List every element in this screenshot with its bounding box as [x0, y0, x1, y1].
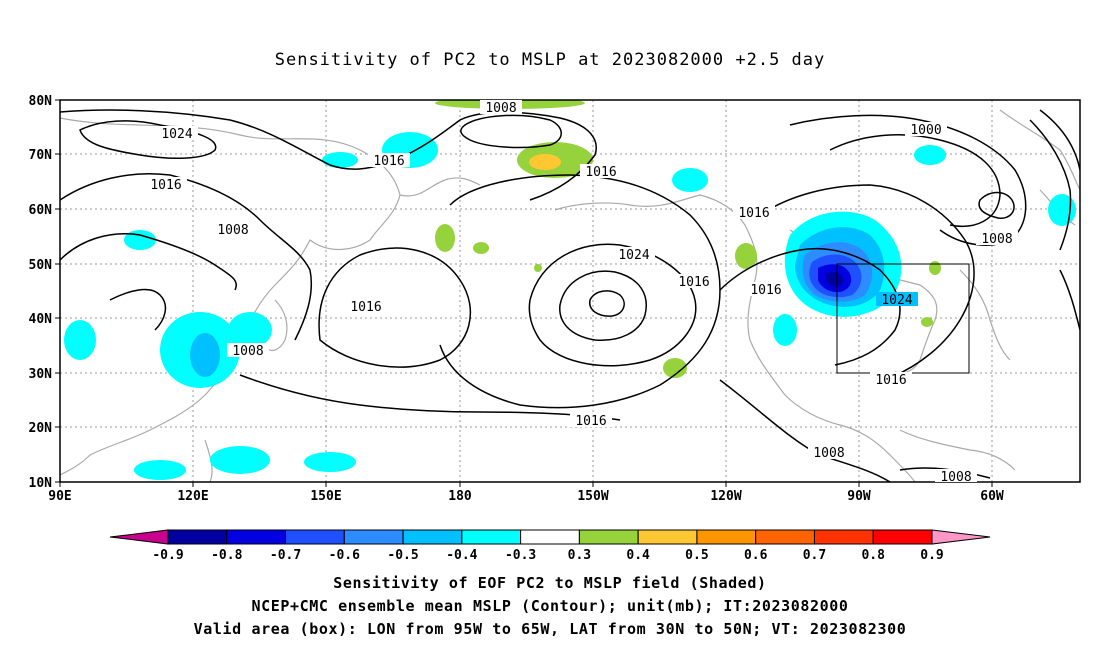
contour-label: 1016	[150, 178, 181, 193]
contour-label: 1000	[910, 123, 941, 138]
contour-label: 1016	[575, 414, 606, 429]
contour-label: 1024	[618, 248, 649, 263]
contour-label: 1008	[813, 446, 844, 461]
lon-label: 150W	[577, 489, 608, 504]
colorbar-label: -0.8	[211, 548, 242, 563]
contour-label: 1008	[485, 101, 516, 116]
lon-label: 120W	[710, 489, 741, 504]
colorbar-label: -0.4	[446, 548, 477, 563]
colorbar-segment	[813, 529, 874, 545]
shaded-sensitivity	[64, 100, 1076, 480]
contour-label: 1008	[232, 344, 263, 359]
colorbar-segment	[637, 529, 698, 545]
lat-label: 60N	[29, 203, 53, 218]
colorbar-label: 0.6	[744, 548, 768, 563]
colorbar-segment	[872, 529, 933, 545]
contour-label: 1016	[373, 154, 404, 169]
lon-label: 90W	[847, 489, 871, 504]
colorbar-label: 0.8	[861, 548, 885, 563]
contour-label: 1016	[350, 300, 381, 315]
map-title: Sensitivity of PC2 to MSLP at 2023082000…	[274, 50, 826, 70]
lon-axis: 90E 120E 150E 180 150W 120W 90W 60W	[48, 489, 1004, 504]
colorbar-label: 0.7	[803, 548, 826, 563]
colorbar-label: -0.9	[152, 548, 183, 563]
contour-label: 1016	[678, 275, 709, 290]
colorbar-label: -0.6	[329, 548, 360, 563]
colorbar-over-arrow	[931, 529, 991, 545]
colorbar-segment	[402, 529, 463, 545]
contour-label: 1016	[738, 206, 769, 221]
colorbar-segment	[578, 529, 639, 545]
lat-label: 70N	[29, 148, 53, 163]
contour-label: 1016	[875, 373, 906, 388]
colorbar-label: -0.5	[387, 548, 418, 563]
colorbar-segment	[285, 529, 345, 545]
colorbar-segment	[755, 529, 815, 545]
lat-label: 40N	[29, 312, 53, 327]
colorbar-label: 0.5	[685, 548, 708, 563]
contour-label: 1016	[585, 165, 616, 180]
lat-label: 30N	[29, 367, 53, 382]
lon-label: 150E	[310, 489, 341, 504]
lat-axis: 80N 70N 60N 50N 40N 30N 20N 10N	[29, 94, 53, 491]
colorbar-segment	[520, 529, 580, 545]
colorbar-under-arrow	[109, 529, 169, 545]
colorbar-label: 0.9	[920, 548, 943, 563]
contour-label: 1024	[881, 293, 912, 308]
caption-contour: NCEP+CMC ensemble mean MSLP (Contour); u…	[251, 597, 849, 615]
contour-label: 1016	[750, 283, 781, 298]
lat-label: 20N	[29, 421, 53, 436]
colorbar: -0.9 -0.8 -0.7 -0.6 -0.5 -0.4 -0.3 0.3 0.4 0.5 0.6…	[109, 529, 991, 563]
colorbar-segment	[226, 529, 287, 545]
caption-shaded: Sensitivity of EOF PC2 to MSLP field (Sh…	[333, 574, 767, 592]
lat-label: 10N	[29, 476, 53, 491]
map-frame	[59, 99, 1081, 483]
contour-label: 1008	[981, 232, 1012, 247]
colorbar-segment	[696, 529, 757, 545]
lon-label: 120E	[177, 489, 208, 504]
contour-label-group: 1024 1016 1016 1008 1008 1008 1016 1016 …	[145, 100, 1018, 485]
colorbar-segment	[461, 529, 522, 545]
contour-label: 1008	[217, 223, 248, 238]
lon-label: 180	[448, 489, 472, 504]
colorbar-label: -0.3	[505, 548, 536, 563]
lat-label: 50N	[29, 258, 53, 273]
contour-label: 1024	[161, 127, 192, 142]
lat-label: 80N	[29, 94, 53, 109]
caption-valid-area: Valid area (box): LON from 95W to 65W, L…	[193, 620, 907, 638]
colorbar-label: -0.7	[270, 548, 301, 563]
colorbar-segment	[167, 529, 228, 545]
lon-label: 90E	[48, 489, 71, 504]
colorbar-label: 0.3	[568, 548, 591, 563]
lon-label: 60W	[980, 489, 1004, 504]
colorbar-segment	[343, 529, 404, 545]
colorbar-label: 0.4	[626, 548, 650, 563]
contour-label: 1008	[940, 470, 971, 485]
